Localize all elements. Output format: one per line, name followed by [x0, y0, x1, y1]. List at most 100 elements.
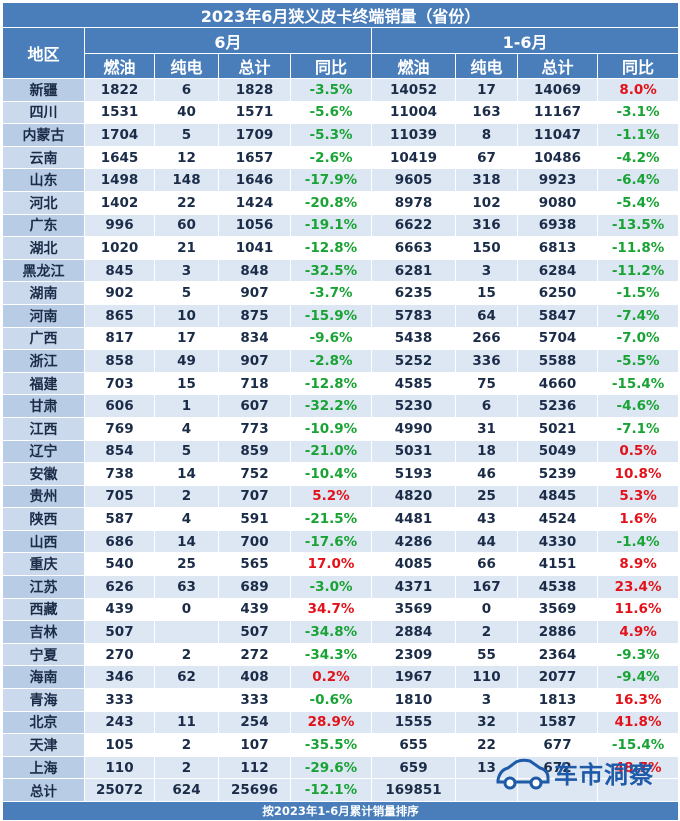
- region-cell: 四川: [2, 100, 85, 125]
- june-fuel-cell: 705: [84, 484, 155, 509]
- june-ev-cell: 2: [154, 755, 219, 780]
- june-total-cell: 1041: [218, 236, 291, 260]
- june-yoy-cell: -2.8%: [290, 349, 372, 373]
- june-total-cell: 333: [218, 688, 291, 712]
- june-total-cell: 1424: [218, 190, 291, 215]
- ytd-yoy-header: 同比: [596, 53, 680, 79]
- june-total-cell: 773: [218, 416, 291, 441]
- june-ev-cell: 2: [154, 642, 219, 667]
- ytd-yoy-cell: 23.4%: [596, 575, 680, 599]
- ytd-ev-cell: 66: [455, 552, 518, 577]
- ytd-ev-cell: 67: [455, 145, 518, 170]
- june-fuel-cell: 1645: [84, 145, 155, 170]
- june-yoy-cell: -3.0%: [290, 575, 372, 599]
- june-yoy-cell: 28.9%: [290, 710, 372, 735]
- june-total-cell: 689: [218, 575, 291, 599]
- june-total-cell: 408: [218, 665, 291, 690]
- total-ytd-total: [517, 778, 598, 803]
- table-row: 江苏 626 63 689 -3.0% 4371 167 4538 23.4%: [2, 575, 680, 599]
- ytd-total-cell: 5049: [517, 439, 598, 464]
- ytd-ev-cell: 316: [455, 213, 518, 238]
- june-total-cell: 591: [218, 507, 291, 531]
- ytd-ev-cell: 32: [455, 710, 518, 735]
- june-fuel-header: 燃油: [84, 53, 155, 79]
- table-row: 北京 243 11 254 28.9% 1555 32 1587 41.8%: [2, 710, 680, 735]
- ytd-total-cell: 5236: [517, 394, 598, 418]
- june-fuel-cell: 1704: [84, 123, 155, 147]
- june-yoy-cell: -21.0%: [290, 439, 372, 464]
- ytd-ev-cell: 2: [455, 620, 518, 644]
- june-total-cell: 1571: [218, 100, 291, 125]
- june-group-header: 6月: [84, 27, 372, 54]
- ytd-ev-cell: 336: [455, 349, 518, 373]
- region-cell: 山东: [2, 168, 85, 192]
- region-cell: 吉林: [2, 620, 85, 644]
- june-yoy-cell: -17.6%: [290, 529, 372, 554]
- ytd-yoy-cell: 8.9%: [596, 552, 680, 577]
- june-ev-cell: 4: [154, 416, 219, 441]
- ytd-total-cell: 5588: [517, 349, 598, 373]
- ytd-yoy-cell: -9.3%: [596, 642, 680, 667]
- june-yoy-cell: -12.8%: [290, 236, 372, 260]
- june-fuel-cell: 769: [84, 416, 155, 441]
- june-total-cell: 859: [218, 439, 291, 464]
- june-fuel-cell: 439: [84, 597, 155, 622]
- june-fuel-cell: 243: [84, 710, 155, 735]
- ytd-yoy-cell: 0.5%: [596, 439, 680, 464]
- ytd-total-cell: 5704: [517, 326, 598, 351]
- table-title: 2023年6月狭义皮卡终端销量（省份）: [1, 2, 680, 28]
- ytd-ev-cell: 43: [455, 507, 518, 531]
- ytd-ev-cell: 15: [455, 281, 518, 305]
- june-fuel-cell: 626: [84, 575, 155, 599]
- ytd-total-cell: 1813: [517, 688, 598, 712]
- ytd-yoy-cell: 5.3%: [596, 484, 680, 509]
- june-yoy-header: 同比: [290, 53, 372, 79]
- region-cell: 海南: [2, 665, 85, 690]
- ytd-total-cell: 5239: [517, 462, 598, 486]
- region-cell: 安徽: [2, 462, 85, 486]
- region-cell: 浙江: [2, 349, 85, 373]
- table-row: 河北 1402 22 1424 -20.8% 8978 102 9080 -5.4%: [2, 190, 680, 215]
- ytd-yoy-cell: 16.3%: [596, 688, 680, 712]
- total-ytd-fuel: 169851: [371, 778, 456, 803]
- june-total-cell: 272: [218, 642, 291, 667]
- ytd-yoy-cell: 48.7%: [596, 755, 680, 780]
- june-ev-cell: 60: [154, 213, 219, 238]
- ytd-total-cell: 11047: [517, 123, 598, 147]
- ytd-yoy-cell: -1.1%: [596, 123, 680, 147]
- june-yoy-cell: -19.1%: [290, 213, 372, 238]
- region-cell: 天津: [2, 733, 85, 757]
- ytd-ev-header: 纯电: [455, 53, 518, 79]
- june-yoy-cell: 34.7%: [290, 597, 372, 622]
- table-row: 云南 1645 12 1657 -2.6% 10419 67 10486 -4.2%: [2, 145, 680, 170]
- june-ev-cell: 62: [154, 665, 219, 690]
- table-row: 青海 333 333 -0.6% 1810 3 1813 16.3%: [2, 688, 680, 712]
- june-ev-cell: 4: [154, 507, 219, 531]
- table-row: 天津 105 2 107 -35.5% 655 22 677 -15.4%: [2, 733, 680, 757]
- table-row: 安徽 738 14 752 -10.4% 5193 46 5239 10.8%: [2, 462, 680, 486]
- total-ytd-yoy: [596, 778, 680, 803]
- june-fuel-cell: 686: [84, 529, 155, 554]
- june-ev-cell: 25: [154, 552, 219, 577]
- ytd-ev-cell: 167: [455, 575, 518, 599]
- ytd-ev-cell: 110: [455, 665, 518, 690]
- june-total-header: 总计: [218, 53, 291, 79]
- ytd-yoy-cell: -4.2%: [596, 145, 680, 170]
- ytd-group-header: 1-6月: [370, 27, 680, 54]
- june-yoy-cell: -34.3%: [290, 642, 372, 667]
- total-row: 总计 25072 624 25696 -12.1% 169851: [2, 778, 680, 803]
- table-row: 江西 769 4 773 -10.9% 4990 31 5021 -7.1%: [2, 416, 680, 441]
- ytd-total-cell: 9080: [517, 190, 598, 215]
- region-cell: 湖南: [2, 281, 85, 305]
- june-total-cell: 1709: [218, 123, 291, 147]
- total-june-ev: 624: [154, 778, 219, 803]
- ytd-fuel-cell: 4481: [371, 507, 456, 531]
- table-row: 海南 346 62 408 0.2% 1967 110 2077 -9.4%: [2, 665, 680, 690]
- table-row: 吉林 507 507 -34.8% 2884 2 2886 4.9%: [2, 620, 680, 644]
- ytd-yoy-cell: 10.8%: [596, 462, 680, 486]
- ytd-fuel-cell: 5193: [371, 462, 456, 486]
- region-cell: 陕西: [2, 507, 85, 531]
- ytd-total-cell: 11167: [517, 100, 598, 125]
- ytd-total-cell: 4538: [517, 575, 598, 599]
- region-cell: 湖北: [2, 236, 85, 260]
